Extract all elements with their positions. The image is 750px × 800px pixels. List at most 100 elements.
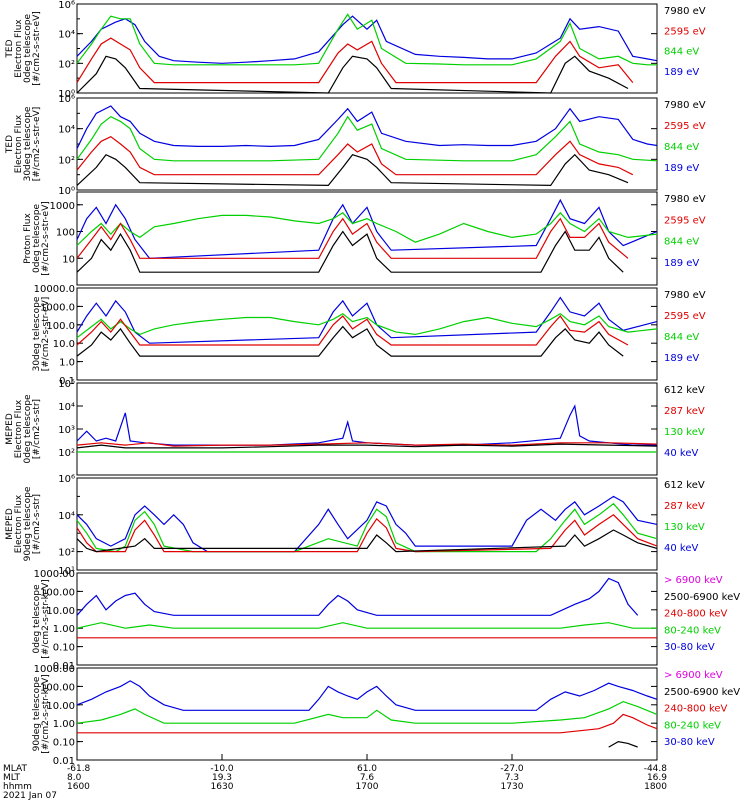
y-axis-label: Proton Flux: [23, 213, 33, 264]
y-tick-label: 10¹: [58, 566, 75, 577]
legend-entry: 2500-6900 keV: [664, 687, 740, 698]
y-tick-label: 10²: [58, 548, 75, 559]
legend-entry: 844 eV: [664, 237, 699, 248]
series-line: [608, 740, 638, 748]
y-axis-label: Electron Flux: [14, 399, 24, 458]
y-tick-label: 1000.0: [40, 302, 75, 313]
x-axis: MLAT -61.8 -10.0 61.0 -27.0 -44.8 MLT 8.0 19.3 7.…: [3, 754, 667, 800]
legend-entry: 189 eV: [664, 258, 699, 269]
x-tick-label: -61.8: [67, 764, 91, 774]
x-tick-label: 1730: [501, 782, 524, 792]
x-tick-label: 8.0: [67, 773, 82, 783]
x-tick-label: -27.0: [500, 764, 524, 774]
y-axis-label: 0deg telescope: [32, 584, 42, 654]
y-axis-label: 0deg telescope: [23, 394, 33, 464]
y-tick-label: 100: [56, 228, 75, 239]
legend-entry: 287 keV: [664, 501, 705, 512]
y-tick-label: 1000.00: [34, 664, 75, 675]
y-tick-label: 10²: [58, 448, 75, 459]
y-tick-label: 1.00: [53, 624, 75, 635]
legend-entry: 7980 eV: [664, 6, 706, 17]
y-tick-label: 10.00: [46, 701, 75, 712]
panel-frame: [76, 287, 658, 381]
legend-entry: 189 eV: [664, 353, 699, 364]
x-tick-label: 16.9: [647, 773, 667, 783]
y-axis-label: MEPED: [5, 508, 15, 540]
panel-3: 10 100 1000 Proton Flux 0deg telescope [#/cm2…: [23, 191, 706, 286]
y-tick-label: 10000.0: [34, 284, 75, 295]
y-axis-label: TED: [5, 135, 15, 154]
legend-entry: 240-800 keV: [664, 609, 728, 620]
y-tick-label: 10⁰: [58, 186, 75, 197]
legend-entry: 40 keV: [664, 448, 698, 459]
legend-entry: 189 eV: [664, 163, 699, 174]
x-date-label: 2021 Jan 07: [3, 791, 57, 800]
y-axis-label: [#/cm2-s-str-eV]: [41, 201, 51, 276]
series-line: [76, 442, 658, 447]
x-row-label: MLT: [3, 773, 21, 783]
y-tick-label: 10⁶: [58, 474, 75, 485]
series-line: [76, 15, 658, 64]
panel-6: 10¹ 10² 10⁴ 10⁶ MEPED Electron Flux 90deg tele…: [5, 474, 705, 577]
y-axis-label: 30deg telescope: [32, 296, 42, 371]
y-tick-label: 10⁰: [58, 89, 75, 100]
legend-entry: 612 keV: [664, 385, 705, 396]
series-line: [76, 198, 658, 259]
legend-entry: 7980 eV: [664, 194, 706, 205]
y-tick-label: 10³: [58, 425, 75, 436]
y-axis-label: [#/cm2-s-str-eV]: [32, 11, 42, 86]
legend-entry: 612 keV: [664, 480, 705, 491]
y-tick-label: 0.01: [53, 756, 75, 767]
series-line: [76, 514, 658, 553]
series-line: [76, 312, 658, 339]
series-line: [76, 105, 658, 149]
legend-entry: 7980 eV: [664, 100, 706, 111]
legend-entry: 30-80 keV: [664, 737, 715, 748]
y-tick-label: 0.10: [53, 738, 75, 749]
y-axis-label: [#/cm2-s-str-eV]: [32, 107, 42, 182]
y-axis-label: Electron Flux: [14, 19, 24, 78]
y-tick-label: 10⁴: [58, 511, 75, 522]
panel-5: 10² 10³ 10⁴ 10⁵ MEPED Electron Flux 0deg teles…: [5, 379, 705, 476]
y-axis-label: [#/cm2-s-str-eV]: [41, 297, 51, 372]
series-line: [76, 325, 624, 357]
legend-entry: > 6900 keV: [664, 670, 723, 681]
x-tick-label: 1600: [67, 782, 90, 792]
y-axis-label: 30deg telescope: [23, 106, 33, 181]
y-tick-label: 1.00: [53, 719, 75, 730]
legend-entry: 2595 eV: [664, 26, 706, 37]
legend-entry: 844 eV: [664, 47, 699, 58]
x-tick-label: 1700: [356, 782, 379, 792]
y-axis-label: 0deg telescope: [32, 204, 42, 274]
series-line: [77, 713, 658, 734]
series-line: [76, 700, 658, 724]
series-line: [76, 296, 658, 344]
legend-entry: 240-800 keV: [664, 704, 728, 715]
x-tick-label: 1630: [211, 782, 234, 792]
y-tick-label: 1000: [50, 201, 75, 212]
legend-entry: 30-80 keV: [664, 642, 715, 653]
series-line: [76, 502, 658, 553]
y-axis-label: Electron Flux: [14, 114, 24, 173]
legend-entry: 130 keV: [664, 427, 705, 438]
x-tick-label: -44.8: [644, 764, 668, 774]
panel-7: 0.01 0.10 1.00 10.00 100.00 1000.00 0deg teles…: [32, 569, 740, 672]
y-axis-label: [#/cm2-s-str]: [32, 399, 42, 459]
y-axis-label: [#/cm2-s-str-keV]: [41, 579, 51, 658]
series-line: [76, 315, 629, 346]
y-axis-label: 0deg telescope: [23, 14, 33, 84]
series-line: [76, 37, 634, 84]
series-line: [76, 217, 629, 259]
legend-entry: > 6900 keV: [664, 575, 723, 586]
series-line: [76, 55, 629, 94]
y-tick-label: 10: [62, 254, 75, 265]
series-line: [76, 443, 658, 449]
legend-entry: 844 eV: [664, 142, 699, 153]
y-tick-label: 100.0: [46, 321, 75, 332]
legend-entry: 2595 eV: [664, 215, 706, 226]
y-tick-label: 0.10: [53, 643, 75, 654]
y-tick-label: 100.00: [40, 587, 75, 598]
